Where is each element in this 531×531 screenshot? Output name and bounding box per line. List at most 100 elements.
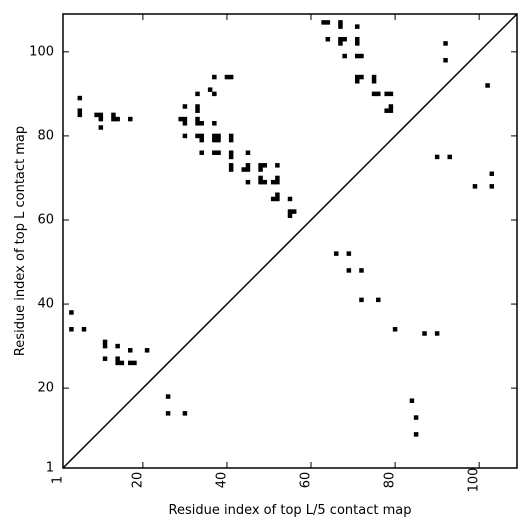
contact-point <box>69 327 74 332</box>
contact-point <box>115 360 120 366</box>
contact-point <box>355 24 360 29</box>
x-tick-label: 80 <box>383 472 398 489</box>
contact-point <box>376 91 381 97</box>
contact-point <box>338 41 343 46</box>
contact-point <box>325 20 331 25</box>
contact-point <box>77 112 83 118</box>
contact-point <box>182 411 188 416</box>
contact-point <box>384 108 389 113</box>
contact-point <box>102 356 108 361</box>
contact-point <box>392 327 398 332</box>
y-axis-label: Residue index of top L contact map <box>13 126 28 356</box>
contact-point <box>216 133 221 139</box>
contact-point <box>338 24 343 29</box>
contact-point <box>355 74 360 80</box>
contact-point <box>270 179 276 185</box>
contact-point <box>77 108 83 113</box>
contact-point <box>275 192 280 198</box>
contact-point <box>275 196 280 202</box>
contact-point <box>228 74 234 80</box>
contact-point <box>195 108 200 113</box>
x-axis-label: Residue index of top L/5 contact map <box>169 503 412 518</box>
contact-point <box>434 154 440 160</box>
contact-point <box>270 196 276 202</box>
contact-point <box>485 83 490 88</box>
contact-point <box>342 36 347 42</box>
contact-point <box>228 133 234 139</box>
contact-point <box>199 133 204 139</box>
contact-point <box>384 91 389 97</box>
contact-point <box>245 179 251 185</box>
contact-point <box>325 36 331 42</box>
contact-point <box>228 150 234 155</box>
contact-point <box>287 209 293 214</box>
contact-point <box>144 348 150 353</box>
contact-point <box>275 179 280 185</box>
contact-point <box>371 74 377 80</box>
contact-point <box>102 343 108 349</box>
contact-point <box>413 432 419 437</box>
contact-point <box>165 411 171 416</box>
diagonal-line <box>62 13 518 469</box>
contact-point <box>434 331 440 336</box>
y-tick-label: 20 <box>37 381 54 396</box>
contact-point <box>245 150 251 155</box>
contact-point <box>195 91 200 97</box>
contact-point <box>216 150 221 155</box>
contact-point <box>115 356 120 361</box>
contact-point <box>388 91 394 97</box>
contact-point <box>443 41 448 46</box>
contact-point <box>262 179 268 185</box>
y-tick-label: 100 <box>29 44 54 59</box>
contact-point <box>346 268 352 273</box>
contact-point <box>115 343 120 349</box>
contact-point <box>81 327 87 332</box>
contact-point <box>212 74 217 80</box>
contact-point <box>371 91 377 97</box>
contact-point <box>224 74 230 80</box>
contact-point <box>245 167 251 172</box>
contact-point <box>338 36 343 42</box>
contact-point <box>128 360 133 366</box>
x-tick-label: 20 <box>130 472 145 489</box>
contact-point <box>128 116 133 122</box>
contact-point <box>178 116 183 122</box>
contact-point <box>212 121 217 126</box>
contact-point <box>287 196 293 202</box>
contact-point <box>98 125 104 130</box>
contact-point <box>199 137 204 143</box>
contact-point <box>98 116 104 122</box>
contact-point <box>355 53 360 59</box>
contact-point <box>409 398 415 403</box>
contact-point <box>216 137 221 143</box>
x-tick-label: 40 <box>214 472 229 489</box>
contact-point <box>346 251 352 256</box>
contact-point <box>447 154 452 160</box>
contact-point <box>228 167 234 172</box>
y-tick-label: 60 <box>37 212 54 227</box>
contact-point <box>338 20 343 25</box>
contact-point <box>241 167 247 172</box>
contact-point <box>199 150 204 155</box>
contact-point <box>388 108 394 113</box>
contact-point <box>472 184 478 189</box>
contact-point <box>182 121 188 126</box>
contact-point <box>489 184 495 189</box>
contact-point <box>359 268 364 273</box>
contact-point <box>102 339 108 345</box>
contact-point <box>195 116 200 122</box>
contact-point <box>207 87 213 92</box>
contact-point <box>388 104 394 109</box>
contact-point <box>182 116 188 122</box>
contact-point <box>111 112 116 118</box>
x-tick-label: 60 <box>299 472 314 489</box>
x-tick-label: 1 <box>51 476 66 484</box>
y-tick-label: 40 <box>37 297 54 312</box>
contact-point <box>77 95 83 101</box>
contact-point <box>195 121 200 126</box>
contact-point <box>212 150 217 155</box>
contact-point <box>195 104 200 109</box>
contact-point <box>212 133 217 139</box>
contact-point <box>355 79 360 84</box>
